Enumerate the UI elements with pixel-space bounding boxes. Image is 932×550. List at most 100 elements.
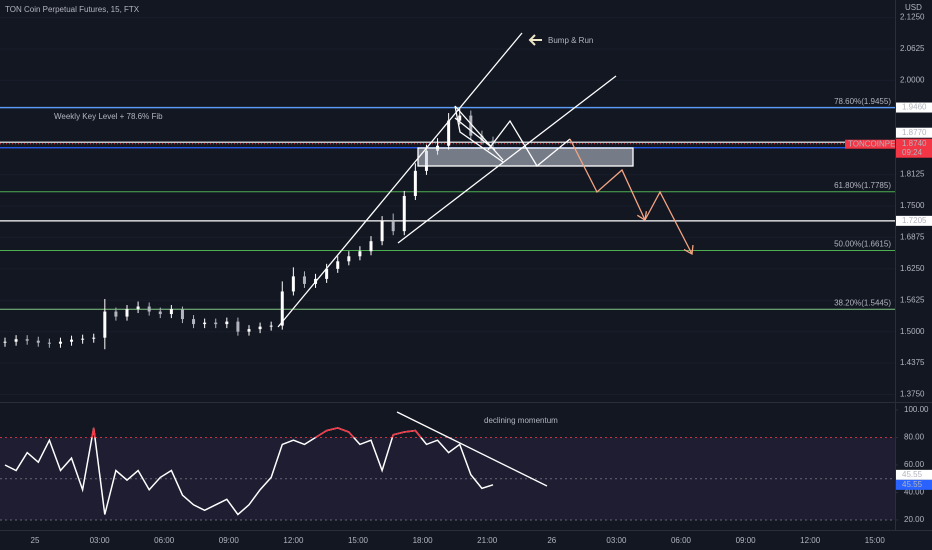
candle-body (269, 325, 273, 327)
candle-body (214, 322, 218, 325)
candle-body (447, 120, 451, 146)
y-tick-label: 1.5000 (900, 327, 925, 336)
candle-body (380, 221, 384, 242)
plot: 2.1250 2.0625 2.0000 1.8125 1.7500 1.6875 1.62… (0, 3, 929, 545)
y-tick-label: 1.8125 (900, 170, 925, 179)
rsi-trend-line (396, 411, 548, 487)
candle-body (458, 115, 462, 121)
x-tick-label: 21:00 (477, 536, 498, 545)
candle-body (336, 261, 340, 269)
candle-body (469, 115, 473, 136)
candle-body (103, 311, 107, 338)
x-tick-label: 09:00 (219, 536, 240, 545)
y-tick-label: 1.5625 (900, 295, 925, 304)
y-tick-label: 2.0000 (900, 76, 925, 85)
price-label: 1.9460 (902, 103, 927, 112)
candle-body (136, 306, 140, 310)
axis-unit: USD (905, 3, 922, 12)
chart-title: TON Coin Perpetual Futures, 15, FTX (5, 5, 140, 14)
y-tick-label: 2.0625 (900, 44, 925, 53)
candle-body (3, 341, 7, 343)
countdown: 09:24 (902, 148, 923, 157)
x-tick-label: 25 (31, 536, 40, 545)
candle-body (325, 268, 329, 279)
x-tick-label: 18:00 (413, 536, 434, 545)
candle-body (180, 309, 184, 320)
y-tick-label: 1.3750 (900, 390, 925, 399)
x-tick-label: 03:00 (606, 536, 627, 545)
overlay: 1.9460 1.8770 1.7205 TONCOINPERP1.874009:24… (54, 36, 932, 490)
y-tick-label: 1.7500 (900, 201, 925, 210)
candle-body (480, 135, 484, 141)
price-label: 1.8770 (902, 128, 927, 137)
projection (487, 119, 571, 167)
candle-body (70, 339, 74, 342)
zone-rectangle (417, 147, 634, 167)
candle-body (125, 309, 129, 317)
y-tick-label: 1.4375 (900, 358, 925, 367)
candle-body (369, 241, 373, 252)
candle-body (36, 340, 40, 343)
x-tick-label: 06:00 (154, 536, 175, 545)
rsi-value-box (896, 469, 932, 480)
symbol-label: TONCOINPERP (848, 139, 907, 148)
candle-body (291, 276, 295, 292)
candle-body (81, 338, 85, 340)
rsi-value-box (896, 479, 932, 490)
fib-label: 50.00%(1.6615) (834, 240, 891, 249)
candle-body (192, 319, 196, 325)
candle-body (413, 170, 417, 196)
candle-body (25, 339, 29, 341)
trend-line (397, 75, 617, 244)
candle-body (58, 341, 62, 344)
candle-body (258, 326, 262, 330)
price-label: 1.7205 (902, 216, 927, 225)
candle-body (158, 311, 162, 315)
price-label-box (896, 127, 932, 138)
candle-body (302, 276, 306, 284)
x-tick-label: 03:00 (90, 536, 111, 545)
candle-body (225, 321, 229, 325)
projection (569, 138, 645, 220)
price-label-box (896, 215, 932, 226)
y-tick-label: 100.00 (904, 405, 929, 414)
annotation: Weekly Key Level + 78.6% Fib (54, 112, 163, 121)
fib-label: 78.60%(1.9455) (834, 97, 891, 106)
last-price-box (896, 138, 932, 158)
candle-body (203, 322, 207, 325)
fib-label: 38.20%(1.5445) (834, 298, 891, 307)
candle-body (280, 291, 284, 326)
candle-body (236, 321, 240, 332)
x-tick-label: 12:00 (283, 536, 304, 545)
rsi-value-label: 45.55 (902, 480, 923, 489)
candle-body (391, 221, 395, 232)
y-tick-label: 20.00 (904, 515, 925, 524)
candle-body (147, 306, 151, 312)
price-label-box (896, 102, 932, 113)
candle-body (358, 251, 362, 257)
candle-body (92, 337, 96, 339)
candle-body (347, 256, 351, 262)
x-tick-label: 15:00 (865, 536, 886, 545)
y-tick-label: 60.00 (904, 460, 925, 469)
x-tick-label: 12:00 (800, 536, 821, 545)
y-tick-label: 80.00 (904, 433, 925, 442)
arrow-icon (528, 34, 542, 46)
annotation: Bump & Run (548, 36, 593, 45)
candle-body (491, 140, 495, 144)
candle-body (169, 309, 173, 315)
drawings (277, 32, 692, 487)
symbol-box (845, 139, 895, 149)
rsi-overbought (91, 427, 422, 438)
candle-body (14, 339, 18, 342)
candle-body (114, 311, 118, 317)
rsi-value-label: 45.55 (902, 470, 923, 479)
x-tick-label: 26 (547, 536, 556, 545)
last-price-label: 1.8740 (902, 139, 927, 148)
x-tick-label: 09:00 (736, 536, 757, 545)
annotation: declining momentum (484, 416, 558, 425)
x-tick-label: 06:00 (671, 536, 692, 545)
candle-body (47, 342, 51, 344)
trend-line (277, 32, 523, 328)
